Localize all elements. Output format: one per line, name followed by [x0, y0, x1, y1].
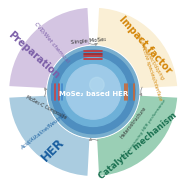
Text: Acid/Alkaline/Neutral: Acid/Alkaline/Neutral	[20, 112, 66, 150]
Text: Heterostructure: Heterostructure	[119, 106, 147, 140]
Text: MoSe₂ based HER: MoSe₂ based HER	[59, 91, 128, 97]
Circle shape	[52, 50, 135, 134]
Circle shape	[47, 46, 140, 138]
Wedge shape	[8, 6, 91, 89]
Text: Preparation: Preparation	[6, 29, 61, 80]
Text: Single MoSe₂: Single MoSe₂	[71, 37, 107, 45]
Text: Active species/interface: Active species/interface	[141, 44, 163, 101]
Text: MoSe₂-C Composite: MoSe₂-C Composite	[24, 94, 67, 120]
Text: Phase/defect/doping: Phase/defect/doping	[136, 36, 165, 82]
Text: HER: HER	[38, 136, 67, 164]
Wedge shape	[96, 6, 179, 89]
Circle shape	[48, 46, 139, 137]
Circle shape	[59, 57, 128, 126]
Wedge shape	[8, 94, 91, 177]
Text: CVD/Wet chemical: CVD/Wet chemical	[33, 21, 70, 64]
Text: For improving HER performance: For improving HER performance	[124, 99, 167, 158]
Wedge shape	[96, 94, 179, 177]
Text: Impact factor: Impact factor	[117, 14, 174, 76]
Text: Catalytic mechanism: Catalytic mechanism	[98, 110, 179, 181]
Circle shape	[66, 65, 121, 119]
Circle shape	[90, 77, 104, 92]
